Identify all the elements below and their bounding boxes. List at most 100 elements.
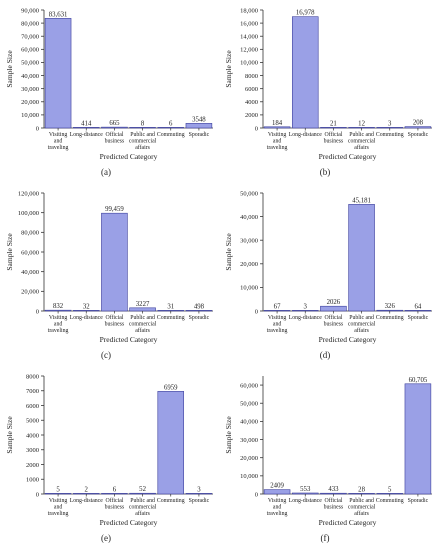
bar-chart-f: 0 10,000 20,000 30,000 40,000 50,000 60,000 Sam… bbox=[224, 376, 432, 527]
bar-value-label: 208 bbox=[413, 120, 424, 127]
x-tick-label: business bbox=[324, 505, 344, 511]
x-tick-label: affairs bbox=[135, 510, 150, 517]
y-tick-label: 2000 bbox=[245, 112, 258, 119]
panel-f: 0 10,000 20,000 30,000 40,000 50,000 60,000 Sam… bbox=[219, 366, 438, 549]
x-tick-label: traveling bbox=[48, 145, 69, 151]
y-tick-label: 20,000 bbox=[21, 99, 39, 106]
bar-value-label: 3 bbox=[197, 486, 201, 493]
y-tick-label: 3000 bbox=[26, 447, 39, 454]
y-axis-title: Sample Size bbox=[5, 50, 14, 88]
panel-a: 0 10,000 20,000 30,000 40,000 50,000 60,000 70,… bbox=[0, 0, 219, 183]
y-tick-label: 0 bbox=[255, 125, 258, 132]
bar-chart-e: 0 1000 2000 3000 4000 5000 6000 7000 8000 Sample … bbox=[5, 373, 213, 527]
y-tick-label: 18,000 bbox=[240, 7, 258, 14]
panel-label-a: (a) bbox=[101, 167, 111, 177]
bar bbox=[44, 18, 72, 129]
y-tick-label: 20,000 bbox=[240, 455, 258, 462]
x-tick-label: Official bbox=[324, 314, 342, 321]
x-tick-label: and bbox=[273, 322, 281, 328]
x-tick-label: Public and bbox=[130, 498, 155, 504]
y-tick-label: 60,000 bbox=[21, 249, 39, 256]
bar-value-label: 45,181 bbox=[352, 197, 371, 204]
bar bbox=[376, 309, 404, 312]
bar-chart-c: 0 20,000 40,000 60,000 80,000 100,000 120,000 S… bbox=[5, 190, 213, 344]
bar bbox=[72, 493, 100, 495]
bar-value-label: 8 bbox=[141, 120, 145, 127]
y-axis-title: Sample Size bbox=[224, 233, 233, 271]
bar bbox=[348, 493, 375, 495]
y-tick-label: 0 bbox=[255, 491, 258, 498]
x-tick-label: traveling bbox=[48, 328, 69, 334]
bar-value-label: 553 bbox=[300, 486, 311, 493]
y-tick-label: 7000 bbox=[26, 388, 39, 395]
x-tick-label: and bbox=[54, 505, 62, 511]
x-tick-label: Commuting bbox=[157, 498, 185, 504]
y-tick-label: 20,000 bbox=[21, 289, 39, 296]
bar-value-label: 6 bbox=[113, 486, 117, 493]
x-tick-label: commercial bbox=[348, 322, 376, 328]
bar-value-label: 414 bbox=[81, 120, 92, 127]
bar-value-label: 2026 bbox=[327, 299, 341, 306]
bar bbox=[101, 493, 128, 495]
y-tick-label: 8000 bbox=[26, 373, 39, 380]
x-tick-label: Sporadic bbox=[408, 132, 429, 138]
bar bbox=[404, 383, 432, 495]
bar bbox=[320, 305, 347, 312]
y-tick-label: 80,000 bbox=[21, 20, 39, 27]
y-tick-label: 120,000 bbox=[18, 190, 39, 197]
bar-value-label: 6 bbox=[169, 120, 173, 127]
x-tick-label: affairs bbox=[135, 327, 150, 334]
panel-label-d: (d) bbox=[319, 350, 331, 360]
bar bbox=[157, 127, 185, 129]
bar-value-label: 5 bbox=[56, 486, 60, 493]
bar bbox=[185, 310, 213, 312]
x-tick-label: Official bbox=[105, 314, 123, 321]
x-axis-title: Predicted Category bbox=[100, 152, 158, 161]
bar bbox=[44, 493, 72, 495]
x-tick-label: traveling bbox=[48, 511, 69, 517]
bar-value-label: 28 bbox=[358, 486, 365, 493]
x-tick-label: Long-distance bbox=[70, 498, 104, 504]
x-tick-label: traveling bbox=[267, 145, 288, 151]
y-tick-label: 14,000 bbox=[240, 34, 258, 41]
bar bbox=[404, 310, 432, 312]
x-tick-label: affairs bbox=[135, 144, 150, 151]
x-tick-label: business bbox=[324, 139, 344, 145]
bar bbox=[263, 489, 291, 495]
bar bbox=[129, 307, 156, 312]
y-tick-label: 2000 bbox=[26, 462, 39, 469]
y-axis-title: Sample Size bbox=[224, 50, 233, 88]
x-tick-label: Public and bbox=[349, 315, 374, 321]
bar bbox=[101, 126, 128, 129]
x-tick-label: Long-distance bbox=[70, 132, 104, 138]
bar-value-label: 16,978 bbox=[296, 10, 315, 17]
bar-value-label: 6959 bbox=[164, 384, 178, 391]
x-tick-label: commercial bbox=[129, 139, 157, 145]
bar-value-label: 12 bbox=[358, 120, 365, 127]
bar bbox=[185, 493, 213, 495]
x-tick-label: Sporadic bbox=[189, 132, 210, 138]
panel-b: 0 2000 4000 6000 8000 10,000 12,000 14,000 16,00… bbox=[219, 0, 438, 183]
bar bbox=[129, 492, 156, 495]
panel-d: 0 10,000 20,000 30,000 40,000 50,000 Sample Si… bbox=[219, 183, 438, 366]
x-tick-label: Sporadic bbox=[189, 315, 210, 321]
bar-value-label: 184 bbox=[272, 120, 283, 127]
bar-value-label: 52 bbox=[139, 486, 146, 493]
y-axis-title: Sample Size bbox=[224, 416, 233, 454]
x-tick-label: Public and bbox=[130, 315, 155, 321]
bar bbox=[263, 310, 291, 312]
y-tick-label: 30,000 bbox=[21, 86, 39, 93]
x-tick-label: Commuting bbox=[376, 498, 404, 504]
bar-value-label: 3 bbox=[388, 120, 392, 127]
x-tick-label: and bbox=[54, 322, 62, 328]
y-tick-label: 6000 bbox=[26, 403, 39, 410]
x-tick-label: business bbox=[324, 322, 344, 328]
x-tick-label: business bbox=[105, 322, 125, 328]
x-tick-label: Visiting bbox=[268, 315, 286, 321]
x-tick-label: affairs bbox=[354, 510, 369, 517]
y-tick-label: 60,000 bbox=[21, 47, 39, 54]
y-tick-label: 90,000 bbox=[21, 7, 39, 14]
bar-value-label: 32 bbox=[83, 303, 90, 310]
y-tick-label: 60,000 bbox=[240, 382, 258, 389]
panel-label-f: (f) bbox=[320, 533, 330, 543]
